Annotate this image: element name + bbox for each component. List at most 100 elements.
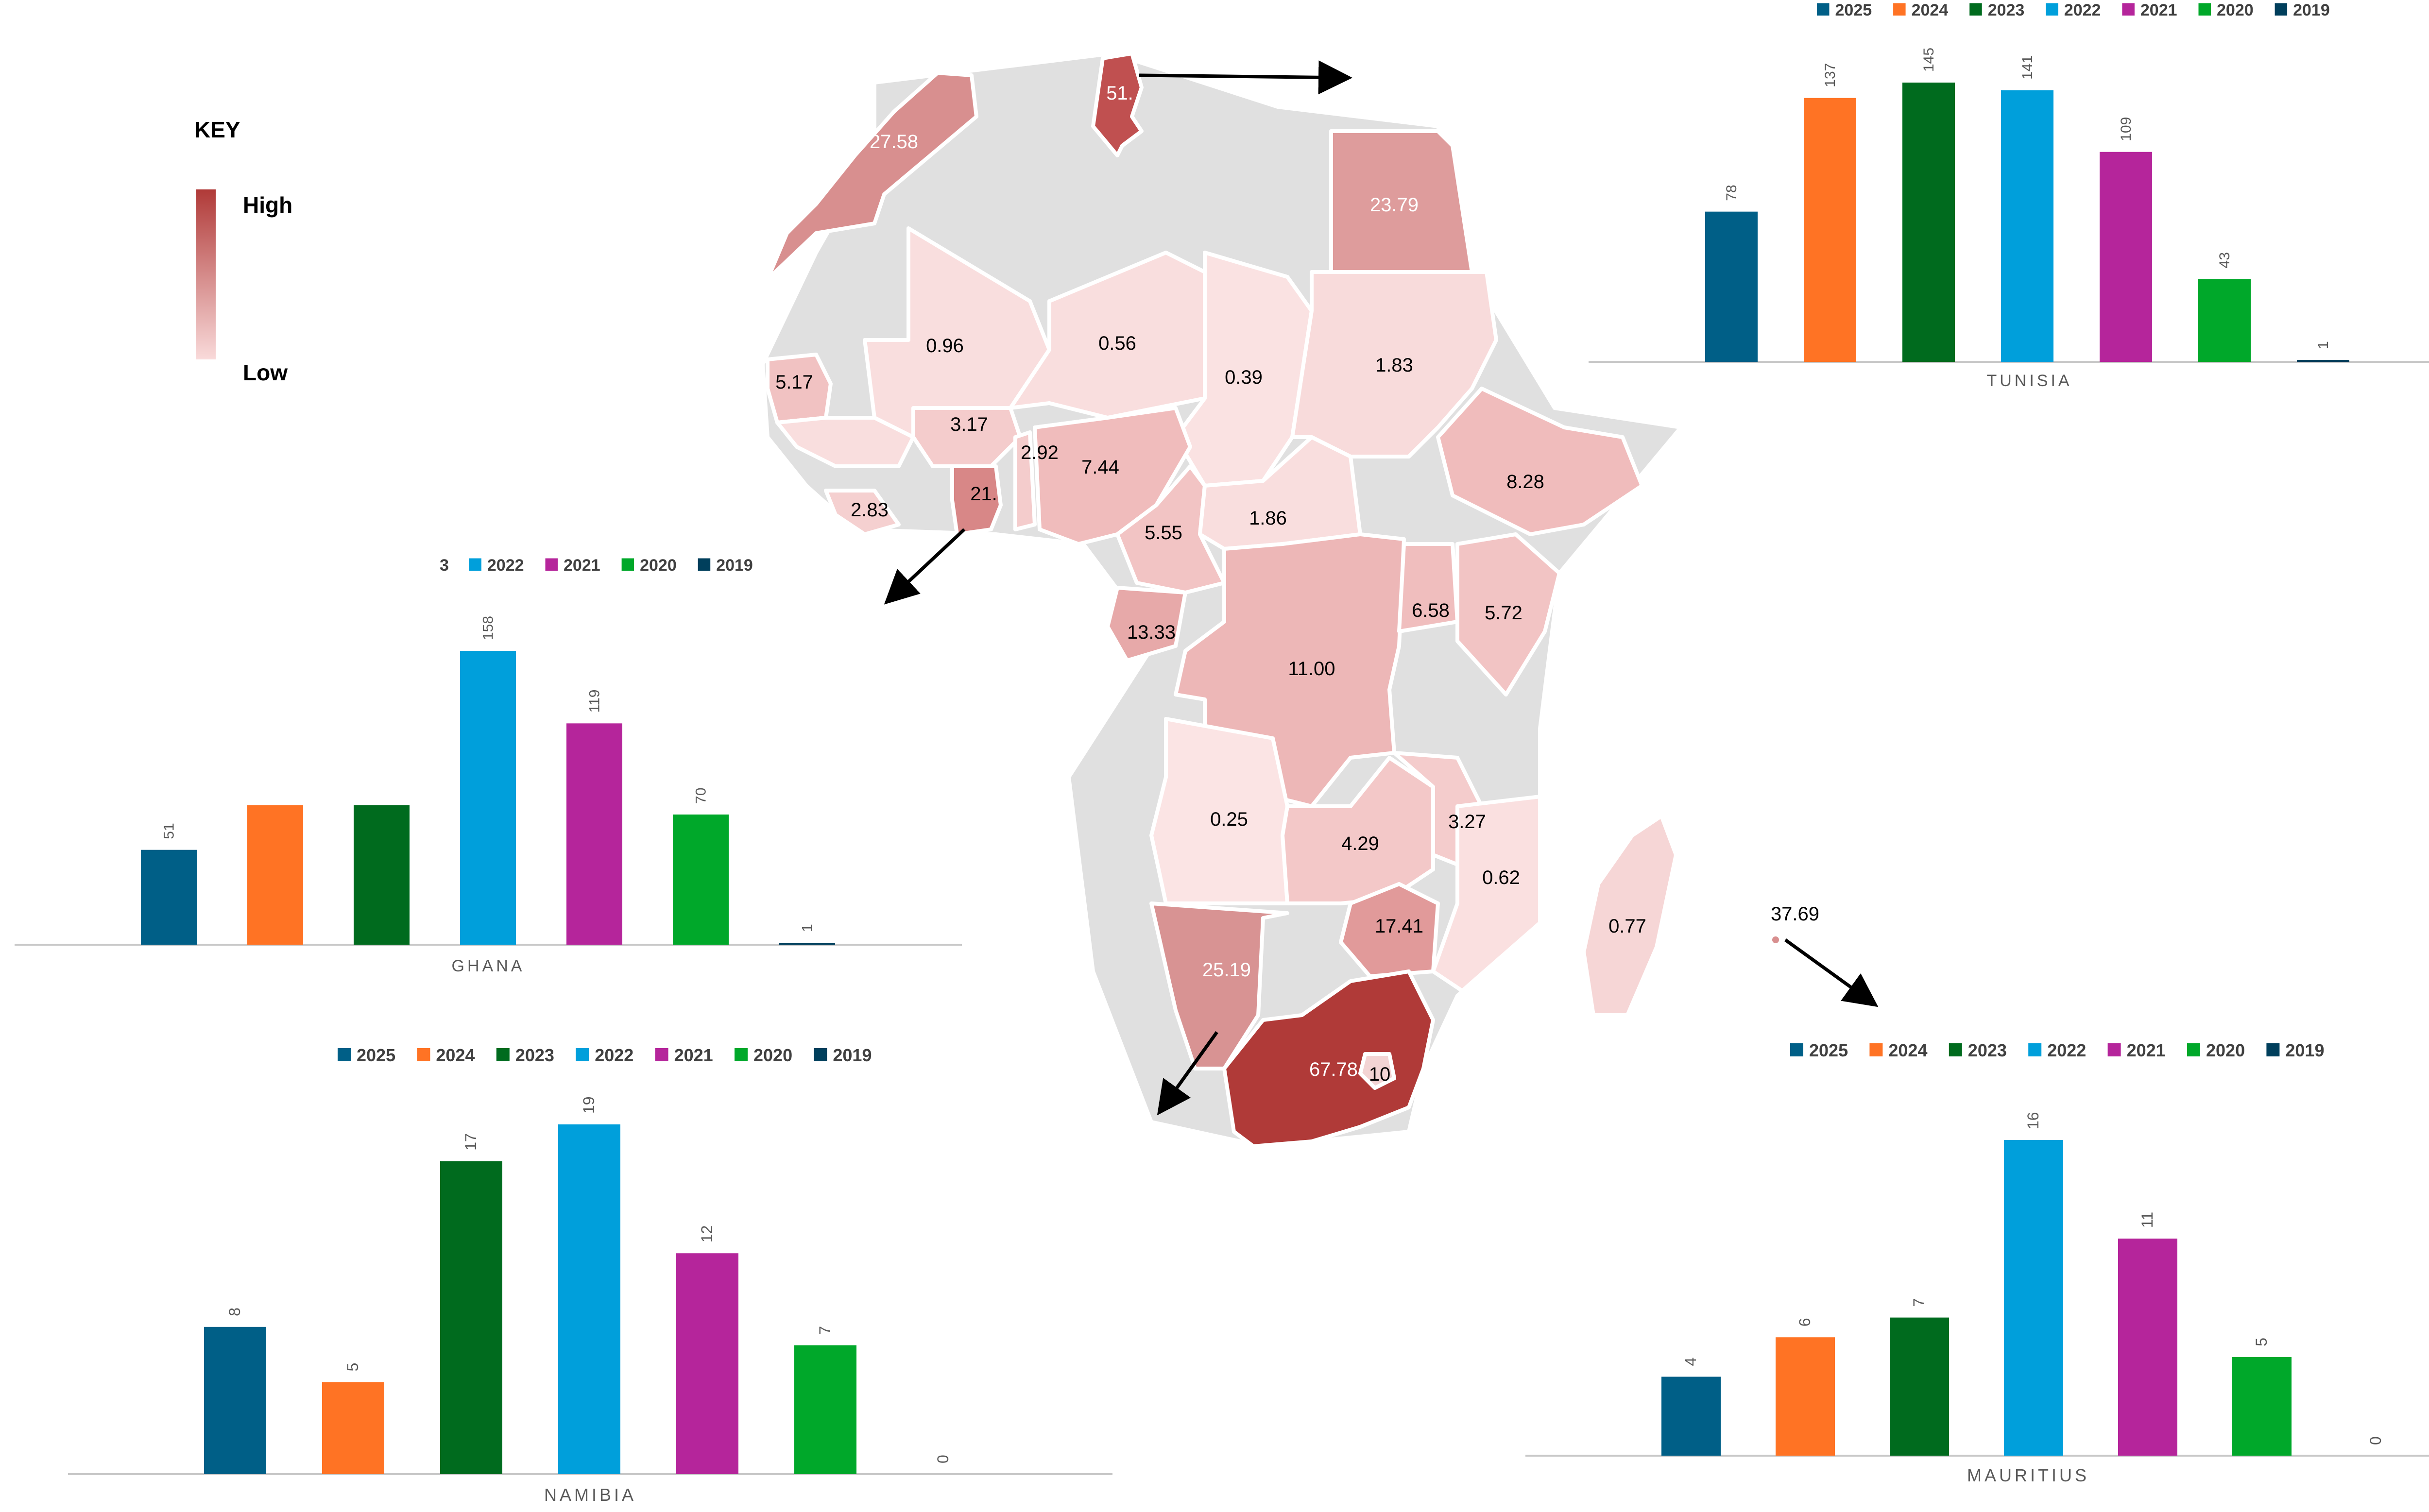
legend-swatch <box>2198 3 2211 16</box>
region-mauritius <box>1772 936 1779 943</box>
value-label: 145 <box>1921 48 1937 72</box>
bar-2020 <box>2232 1357 2292 1456</box>
bar-2020 <box>794 1345 856 1474</box>
region-ethiopia <box>1436 387 1644 536</box>
bar-2019 <box>779 943 835 945</box>
value-label: 7 <box>1910 1298 1928 1307</box>
label-dr-congo: 11.00 <box>1288 658 1335 680</box>
legend-swatch <box>338 1048 351 1061</box>
label-uganda: 6.58 <box>1412 600 1450 621</box>
region-namibia <box>1149 901 1289 1070</box>
label-madagascar: 0.77 <box>1608 916 1646 937</box>
label-niger: 0.56 <box>1098 333 1136 354</box>
label-zimbabwe: 17.41 <box>1375 916 1423 937</box>
bar-2025 <box>204 1326 266 1474</box>
bar-2024 <box>1804 98 1856 362</box>
region-tunisia <box>1091 51 1144 157</box>
legend-entry: 2023 <box>1988 1 2025 19</box>
region-zimbabwe <box>1339 882 1440 978</box>
legend-swatch <box>655 1048 668 1061</box>
label-liberia: 2.83 <box>851 499 889 521</box>
legend-entry: 2019 <box>833 1045 872 1065</box>
legend-entry: 2022 <box>2064 1 2101 19</box>
bar-2024 <box>1776 1337 1835 1456</box>
value-label: 0 <box>934 1455 952 1463</box>
label-mauritius: 37.69 <box>1771 903 1819 925</box>
value-label: 0 <box>2367 1436 2384 1445</box>
region-sudan <box>1290 270 1498 459</box>
legend-entry: 2020 <box>2206 1040 2245 1060</box>
label-burkina-faso: 3.17 <box>950 414 988 435</box>
label-egypt: 23.79 <box>1370 194 1419 216</box>
chart-tunisia: 78 137 145 141 109 43 1 TUNISIA 2025 2024 2023 2022… <box>1589 1 2429 390</box>
bar-2022 <box>460 651 516 945</box>
legend-entry: 2021 <box>674 1045 713 1065</box>
bar-2022 <box>2004 1140 2063 1456</box>
region-madagascar <box>1582 814 1678 1017</box>
chart-namibia: 8 5 17 19 12 7 0 NAMIBIA 2025 2024 2023 2022 2021 202… <box>68 1045 1112 1505</box>
label-zambia: 4.29 <box>1341 833 1379 854</box>
bar-2021 <box>2118 1239 2177 1456</box>
value-label: 4 <box>1682 1358 1699 1366</box>
legend-entry: 2022 <box>2047 1040 2086 1060</box>
value-label: 5 <box>344 1363 361 1372</box>
value-label: 119 <box>587 690 603 713</box>
bar-2019 <box>2297 360 2349 362</box>
bar-2023 <box>1902 83 1955 362</box>
bar-2021 <box>676 1253 738 1474</box>
legend-entry: 2023 <box>1968 1040 2007 1060</box>
bar-2020 <box>2198 279 2251 362</box>
legend-swatch <box>496 1048 510 1061</box>
legend-swatch <box>2046 3 2058 16</box>
label-senegal: 5.17 <box>775 372 813 393</box>
legend-swatch <box>469 558 481 571</box>
arrow-tunisia <box>1139 60 1352 95</box>
value-label: 17 <box>462 1133 479 1151</box>
arrow-ghana <box>884 528 966 605</box>
region-egypt <box>1329 129 1474 274</box>
chart-mauritius: 4 6 7 16 11 5 0 MAURITIUS 2025 2024 2023 2022 2021 20… <box>1525 1040 2429 1485</box>
legend-swatch <box>2028 1043 2042 1056</box>
legend-swatch <box>545 558 558 571</box>
region-kenya <box>1455 532 1561 697</box>
label-angola: 0.25 <box>1210 809 1248 830</box>
label-chad: 0.39 <box>1225 367 1263 388</box>
legend-entry: 2025 <box>1835 1 1872 19</box>
label-tunisia: 51. <box>1106 83 1133 104</box>
value-label: 43 <box>2217 252 2233 268</box>
arrow-mauritius <box>1784 938 1879 1007</box>
bar-2022 <box>2001 90 2053 362</box>
value-label: 158 <box>480 616 496 640</box>
legend-swatch <box>1790 1043 1803 1056</box>
legend-entry: 2021 <box>2127 1040 2166 1060</box>
label-gabon: 13.33 <box>1127 622 1176 643</box>
bar-2025 <box>1661 1376 1721 1456</box>
value-label: 16 <box>2024 1112 2042 1129</box>
region-benin <box>1013 430 1037 531</box>
legend-entry: 2019 <box>2285 1040 2324 1060</box>
label-cameroon: 5.55 <box>1145 522 1182 544</box>
value-label: 8 <box>226 1308 243 1316</box>
legend-entry: 2025 <box>1809 1040 1848 1060</box>
legend-entry: 2019 <box>716 556 753 575</box>
value-label: 19 <box>580 1096 598 1114</box>
africa-choropleth-map <box>761 51 1779 1148</box>
value-label: 141 <box>2019 55 2036 80</box>
value-label: 1 <box>2315 341 2331 349</box>
value-label: 1 <box>800 924 816 932</box>
region-south-africa <box>1222 969 1435 1148</box>
region-lesotho <box>1358 1052 1396 1090</box>
label-mali: 0.96 <box>926 335 964 357</box>
bar-2023 <box>354 805 410 945</box>
region-gabon <box>1106 586 1187 663</box>
label-kenya: 5.72 <box>1485 602 1522 624</box>
region-liberia <box>824 489 901 536</box>
legend-swatch <box>2107 1043 2121 1056</box>
region-mozambique <box>1431 795 1542 993</box>
legend-entry: 2020 <box>640 556 677 575</box>
x-axis-title: TUNISIA <box>1986 372 2072 390</box>
legend-swatch <box>735 1048 748 1061</box>
label-nigeria: 7.44 <box>1081 457 1119 478</box>
